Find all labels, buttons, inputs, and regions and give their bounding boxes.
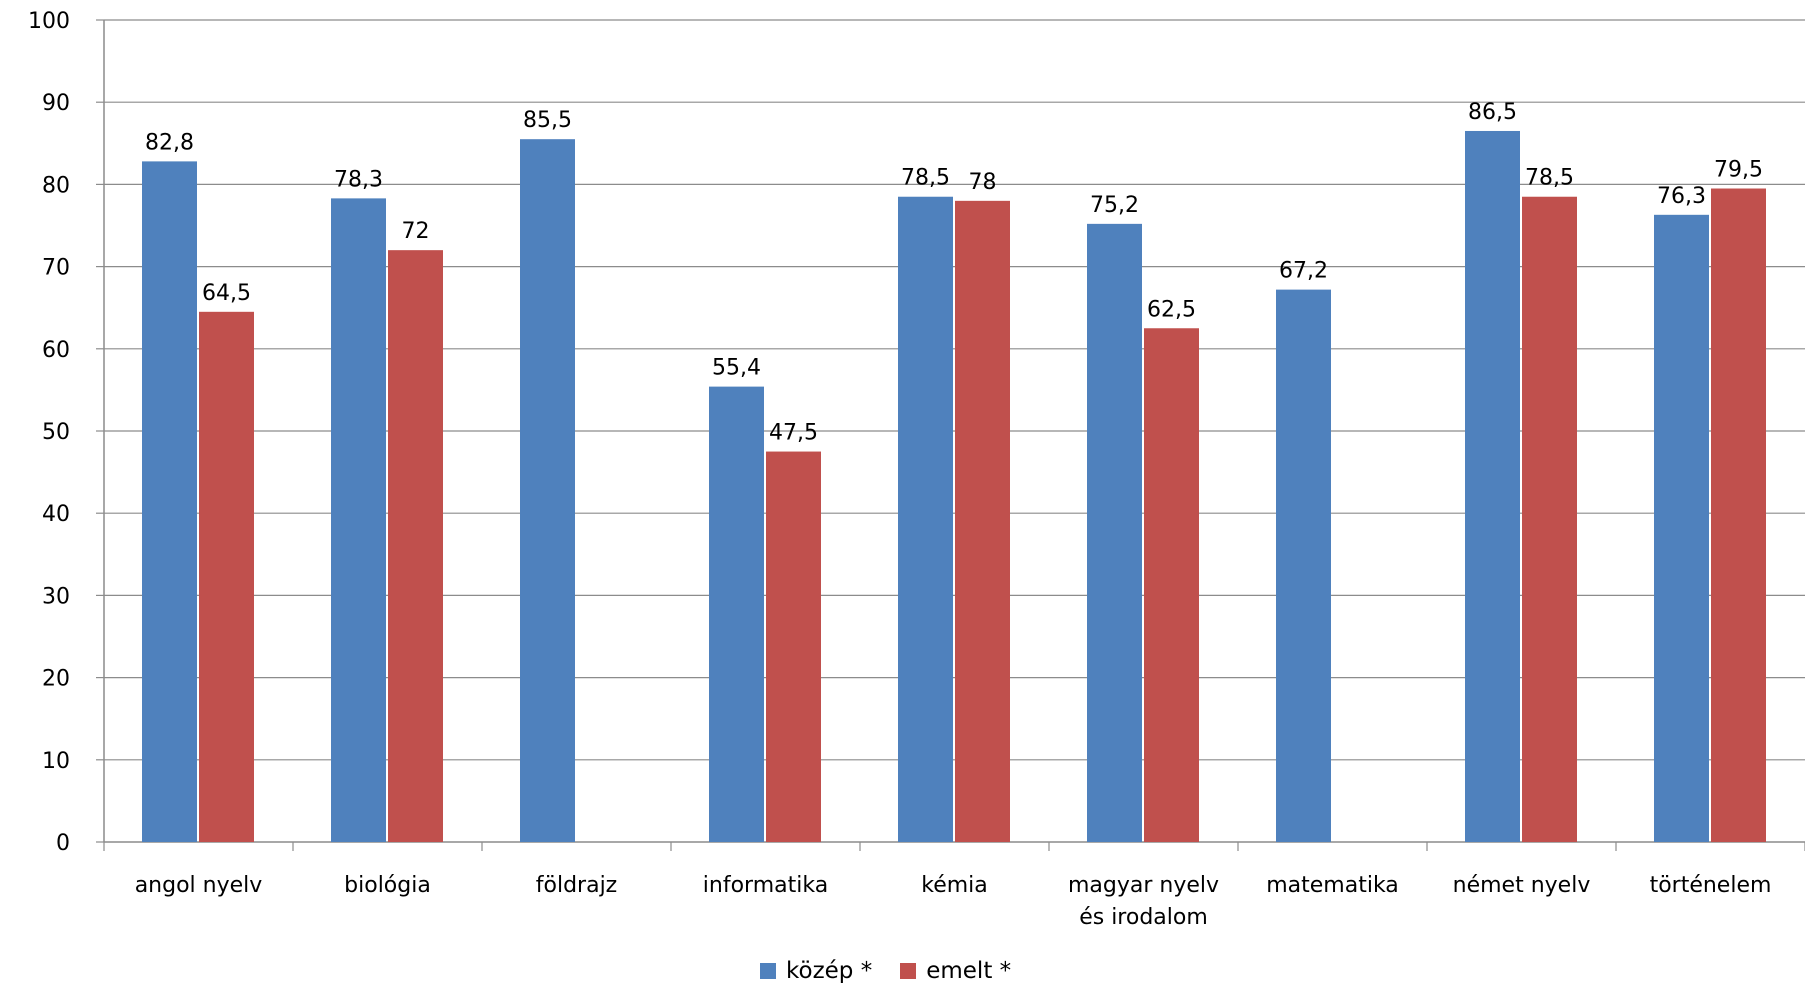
- data-label: 55,4: [712, 356, 761, 381]
- x-tick-label: és irodalom: [1079, 905, 1208, 930]
- bar: [1654, 214, 1709, 843]
- data-label: 79,5: [1714, 158, 1763, 183]
- data-label: 86,5: [1468, 100, 1517, 125]
- data-label: 78,5: [901, 166, 950, 191]
- bar: [1465, 130, 1520, 843]
- bar: [898, 196, 953, 843]
- y-tick-label: 0: [56, 831, 70, 856]
- bar: [520, 139, 575, 842]
- data-label: 67,2: [1279, 259, 1328, 284]
- data-label: 72: [402, 219, 430, 244]
- x-tick-label: biológia: [344, 873, 431, 898]
- data-label: 85,5: [523, 108, 572, 133]
- y-tick-label: 30: [42, 584, 70, 609]
- bar: [1087, 223, 1142, 842]
- bar: [388, 250, 443, 842]
- data-label: 76,3: [1657, 184, 1706, 209]
- y-tick-label: 40: [42, 502, 70, 527]
- legend-label-kozep: közép *: [786, 958, 873, 984]
- x-tick-label: német nyelv: [1453, 873, 1591, 898]
- data-label: 47,5: [769, 421, 818, 446]
- y-tick-label: 90: [42, 91, 70, 116]
- y-tick-label: 100: [28, 9, 70, 34]
- data-label: 82,8: [145, 130, 194, 155]
- data-label: 78: [969, 170, 997, 195]
- x-tick-label: informatika: [703, 873, 828, 898]
- data-label: 78,3: [334, 167, 383, 192]
- bar: [1144, 328, 1199, 842]
- x-tick-label: angol nyelv: [135, 873, 263, 898]
- legend-item-emelt: emelt *: [900, 958, 1011, 984]
- x-tick-label: matematika: [1266, 873, 1399, 898]
- x-tick-label: földrajz: [536, 873, 617, 898]
- legend-label-emelt: emelt *: [926, 958, 1012, 984]
- y-tick-label: 10: [42, 749, 70, 774]
- x-axis-labels: angol nyelv biológia földrajz informatika ké…: [135, 873, 1772, 930]
- data-label: 64,5: [202, 281, 251, 306]
- x-tick-label: történelem: [1650, 873, 1772, 898]
- legend-swatch-emelt: [900, 963, 917, 979]
- bar: [1522, 196, 1577, 843]
- y-axis-ticks: 0 10 20 30 40 50 60 70 80 90 100: [28, 9, 104, 856]
- bar: [1711, 188, 1766, 842]
- data-label: 78,5: [1525, 166, 1574, 191]
- legend: közép * emelt *: [760, 958, 1011, 984]
- bar: [331, 198, 386, 842]
- y-tick-label: 70: [42, 256, 70, 281]
- gridlines: [104, 19, 1805, 761]
- y-tick-label: 60: [42, 338, 70, 363]
- bar: [709, 386, 764, 842]
- bar: [766, 451, 821, 842]
- bar: [142, 161, 197, 842]
- y-tick-label: 50: [42, 420, 70, 445]
- legend-item-kozep: közép *: [760, 958, 872, 984]
- y-tick-label: 20: [42, 667, 70, 692]
- x-tick-label: magyar nyelv: [1068, 873, 1219, 898]
- data-label: 62,5: [1147, 297, 1196, 322]
- bar: [955, 200, 1010, 843]
- data-labels: 82,8 64,5 78,3 72 85,5 55,4 47,5 78,5 78 75,2 62,5…: [145, 100, 1763, 446]
- bar: [1276, 289, 1331, 843]
- x-tick-label: kémia: [921, 873, 988, 898]
- bars: [142, 130, 1766, 843]
- data-label: 75,2: [1090, 193, 1139, 218]
- bar: [199, 311, 254, 842]
- y-tick-label: 80: [42, 173, 70, 198]
- legend-swatch-kozep: [760, 963, 776, 979]
